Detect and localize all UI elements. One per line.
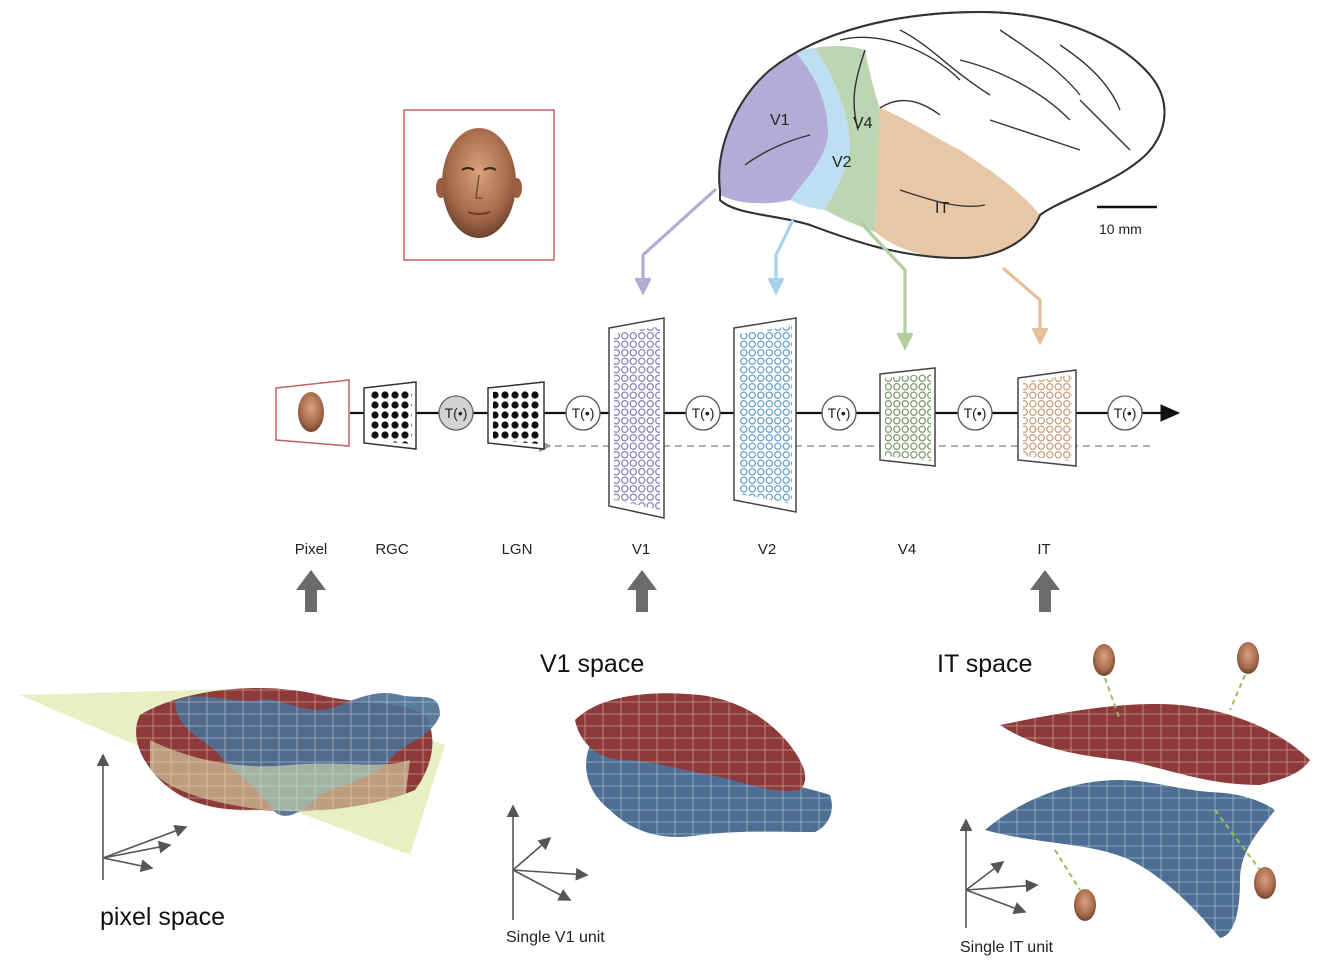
stage-labels: Pixel RGC LGN V1 V2 V4 IT <box>295 541 1051 558</box>
v1-manifold-blue <box>586 744 832 838</box>
v1-axis-label: Single V1 unit <box>506 929 605 946</box>
brain-diagram: V1 V2 V4 IT 10 mm <box>718 10 1166 260</box>
stimulus-face-image <box>403 109 555 261</box>
pixel-input-image <box>275 379 350 447</box>
grey-up-arrows <box>296 570 1060 612</box>
manifold-blue <box>175 693 440 816</box>
brain-label-v4: V4 <box>853 115 873 132</box>
it-space-panel: IT space Single IT unit <box>937 642 1310 956</box>
svg-text:T(•): T(•) <box>964 405 987 421</box>
stage-label-rgc: RGC <box>375 541 409 558</box>
pixel-space-panel: pixel space <box>20 687 445 931</box>
it-space-title: IT space <box>937 650 1032 678</box>
it-face-thumbnails <box>1074 642 1276 921</box>
brain-label-v2: V2 <box>832 154 852 171</box>
svg-text:T(•): T(•) <box>572 405 595 421</box>
stage-label-v1: V1 <box>632 541 650 558</box>
v2-layer <box>733 317 797 513</box>
v1-space-panel: V1 space Single V1 unit <box>506 650 832 946</box>
transform-node-6: T(•) <box>1107 395 1143 431</box>
svg-text:T(•): T(•) <box>828 405 851 421</box>
it-manifold-blue <box>985 780 1275 938</box>
brain-area-it <box>875 108 1040 258</box>
svg-text:T(•): T(•) <box>445 405 468 421</box>
pixel-space-title: pixel space <box>100 903 225 931</box>
transform-node-4: T(•) <box>821 395 857 431</box>
stage-label-lgn: LGN <box>502 541 533 558</box>
brain-area-v4 <box>815 45 880 233</box>
v1-layer <box>608 317 665 519</box>
area-connectors <box>634 187 1049 351</box>
transform-node-1: T(•) <box>438 395 474 431</box>
transform-node-5: T(•) <box>957 395 993 431</box>
brain-label-it: IT <box>935 200 949 217</box>
it-manifold-red <box>1000 704 1310 785</box>
it-layer <box>1017 369 1077 467</box>
stage-label-pixel: Pixel <box>295 541 328 558</box>
stage-label-v2: V2 <box>758 541 776 558</box>
it-axis-label: Single IT unit <box>960 939 1054 956</box>
lgn-layer <box>487 381 545 450</box>
pipeline: T(•) T(•) T(•) T(•) <box>275 317 1181 519</box>
stage-label-v4: V4 <box>898 541 916 558</box>
svg-text:T(•): T(•) <box>692 405 715 421</box>
transform-node-3: T(•) <box>685 395 721 431</box>
brain-area-v2 <box>790 48 850 210</box>
rgc-layer <box>363 381 417 450</box>
v1-manifold-red <box>575 693 806 792</box>
transform-node-2: T(•) <box>565 395 601 431</box>
svg-text:T(•): T(•) <box>1114 405 1137 421</box>
brain-label-v1: V1 <box>770 112 790 129</box>
v4-layer <box>879 367 936 467</box>
scale-bar-label: 10 mm <box>1099 221 1142 237</box>
v1-space-title: V1 space <box>540 650 644 678</box>
brain-area-v1 <box>719 52 828 204</box>
stage-label-it: IT <box>1037 541 1050 558</box>
